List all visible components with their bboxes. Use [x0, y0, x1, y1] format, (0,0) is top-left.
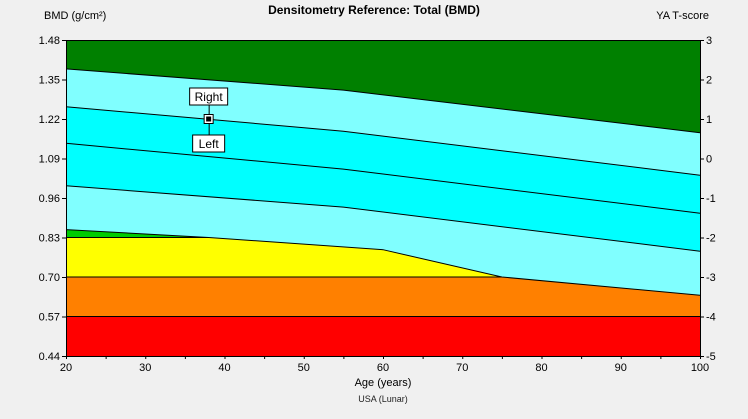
band-yellow-band-t-minus2-to-minus3 — [66, 237, 502, 277]
x-axis-title: Age (years) — [354, 377, 412, 389]
right-femur-label-box[interactable] — [189, 87, 229, 106]
minus-2sd-line — [65, 229, 701, 296]
reference-source-footnote: USA (Lunar) — [358, 394, 408, 404]
x-tick-label: 90 — [615, 362, 627, 374]
y-left-tick-label: 0.96 — [39, 193, 60, 205]
band-red-band-t-minus4-to-minus5 — [66, 316, 700, 356]
y-right-tick-label: -1 — [706, 193, 716, 205]
band-orange-band-t-minus3-to-minus4 — [66, 277, 700, 317]
x-tick-label: 80 — [535, 362, 547, 374]
y-left-axis-title: BMD (g/cm²) — [44, 10, 107, 22]
left-femur-label: Left — [199, 137, 220, 151]
x-tick-label: 20 — [60, 362, 72, 374]
band-mean-to-plus-1sd-cyan — [66, 106, 700, 214]
x-tick-label: 100 — [691, 362, 709, 374]
y-left-tick-label: 0.44 — [39, 351, 60, 363]
y-left-tick-label: 1.35 — [39, 75, 60, 87]
x-tick-label: 40 — [218, 362, 230, 374]
y-right-tick-label: -5 — [706, 351, 716, 363]
y-left-tick-label: 0.57 — [39, 312, 60, 324]
bmd-data-point-marker-center — [206, 116, 212, 122]
x-tick-label: 60 — [377, 362, 389, 374]
x-tick-label: 50 — [298, 362, 310, 374]
y-right-tick-label: -2 — [706, 233, 716, 245]
x-tick-label: 70 — [456, 362, 468, 374]
y-left-tick-label: 0.70 — [39, 272, 60, 284]
right-femur-label: Right — [195, 90, 224, 104]
y-right-tick-label: 0 — [706, 154, 712, 166]
y-left-tick-label: 0.83 — [39, 233, 60, 245]
x-tick-label: 30 — [139, 362, 151, 374]
plus-2sd-line — [65, 68, 701, 134]
y-right-tick-label: -4 — [706, 312, 716, 324]
y-left-tick-label: 1.48 — [39, 35, 60, 47]
band-mean-to-minus-1sd-cyan — [66, 143, 700, 252]
y-right-axis-title: YA T-score — [656, 10, 709, 22]
y-right-tick-label: 3 — [706, 35, 712, 47]
minus-1sd-line — [65, 185, 701, 252]
page-title: Densitometry Reference: Total (BMD) — [268, 3, 480, 17]
y-right-tick-label: -3 — [706, 272, 716, 284]
y-left-tick-label: 1.22 — [39, 114, 60, 126]
y-right-tick-label: 2 — [706, 75, 712, 87]
band-minus-1-to-2sd-pale-cyan — [66, 185, 700, 296]
mean-line — [65, 142, 701, 214]
y-left-tick-label: 1.09 — [39, 154, 60, 166]
band-above-plus-2sd-dark-green — [66, 40, 700, 133]
left-femur-label-box[interactable] — [192, 134, 226, 153]
y-right-tick-label: 1 — [706, 114, 712, 126]
plus-1sd-line — [65, 106, 701, 176]
